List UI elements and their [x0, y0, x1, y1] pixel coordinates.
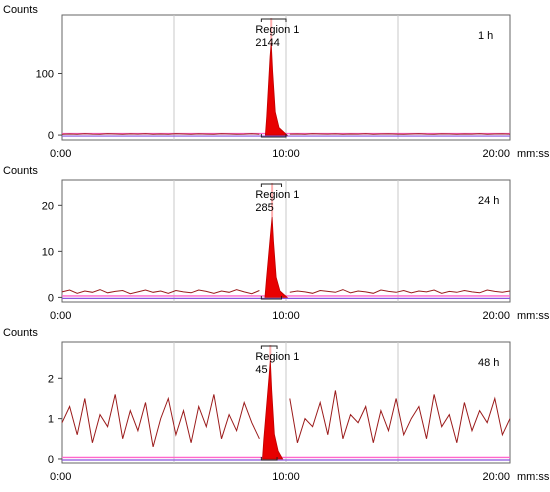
x-tick-label: 10:00 — [272, 148, 300, 160]
x-tick-label: 0:00 — [50, 471, 71, 483]
region-bracket-top — [260, 345, 278, 349]
y-tick-label: 2 — [48, 373, 54, 385]
y-tick-label: 1 — [48, 414, 54, 426]
region-bracket-top — [260, 183, 283, 187]
y-tick-label: 0 — [48, 292, 54, 304]
region-bracket-bottom — [260, 296, 283, 300]
time-label: 48 h — [478, 357, 499, 369]
region-label: Region 1 — [255, 351, 299, 363]
x-tick-label: 0:00 — [50, 310, 71, 322]
chart-panel-1: Counts 0 100 0:00 10:00 20:00 mm:ss Region 1214… — [3, 4, 550, 160]
x-tick-label: 20:00 — [482, 148, 510, 160]
x-unit-label: mm:ss — [517, 310, 550, 322]
y-tick-label: 0 — [48, 130, 54, 142]
y-axis-label: Counts — [3, 4, 38, 16]
region-count: 285 — [255, 202, 273, 214]
region-peak — [262, 360, 284, 460]
region-label: Region 1 — [255, 189, 299, 201]
time-label: 24 h — [478, 195, 499, 207]
y-tick-label: 0 — [48, 454, 54, 466]
x-unit-label: mm:ss — [517, 148, 550, 160]
y-tick-label: 20 — [42, 200, 54, 212]
y-tick-label: 10 — [42, 246, 54, 258]
region-count: 2144 — [255, 37, 279, 49]
x-tick-label: 20:00 — [482, 471, 510, 483]
x-tick-label: 10:00 — [272, 310, 300, 322]
signal-trace — [61, 390, 511, 448]
y-axis-label: Counts — [3, 327, 38, 339]
signal-trace — [61, 289, 511, 295]
region-peak — [264, 216, 289, 298]
y-tick-label: 100 — [36, 68, 54, 80]
region-bracket-bottom — [260, 134, 287, 138]
region-peak — [264, 42, 289, 136]
signal-trace — [61, 133, 511, 135]
x-tick-label: 10:00 — [272, 471, 300, 483]
x-tick-label: 20:00 — [482, 310, 510, 322]
region-bracket-bottom — [260, 457, 278, 461]
region-bracket-top — [260, 18, 287, 22]
y-axis-label: Counts — [3, 165, 38, 177]
region-label: Region 1 — [255, 24, 299, 36]
x-unit-label: mm:ss — [517, 471, 550, 483]
x-tick-label: 0:00 — [50, 148, 71, 160]
time-label: 1 h — [478, 30, 493, 42]
chart-panel-2: Counts 0 10 20 0:00 10:00 20:00 mm:ss Region 128… — [3, 165, 550, 322]
region-count: 45 — [255, 364, 267, 376]
